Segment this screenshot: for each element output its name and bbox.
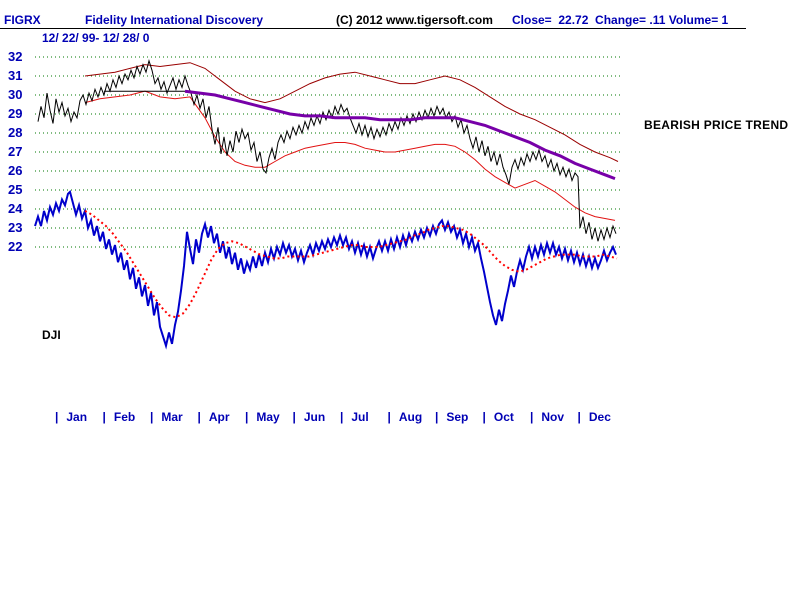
copyright-text: (C) 2012 www.tigersoft.com	[336, 13, 493, 27]
month-tick: |	[55, 410, 59, 424]
series-lower-band	[84, 90, 616, 221]
series-dji	[34, 190, 617, 350]
month-label: Mar	[161, 410, 183, 424]
month-tick: |	[245, 410, 249, 424]
month-tick: |	[530, 410, 534, 424]
y-axis-tick: 24	[8, 201, 23, 216]
series-figrx-price	[37, 59, 617, 242]
month-tick: |	[340, 410, 344, 424]
month-item: | Jul	[340, 410, 369, 424]
month-tick: |	[102, 410, 106, 424]
y-axis-tick: 27	[8, 144, 23, 159]
month-tick: |	[482, 410, 486, 424]
month-tick: |	[577, 410, 581, 424]
month-tick: |	[387, 410, 391, 424]
month-tick: |	[150, 410, 154, 424]
x-axis-months: | Jan | Feb | Mar | Apr | May | Jun | Jul | Aug | Sep | Oct…	[0, 410, 800, 426]
month-item: | Feb	[103, 410, 136, 424]
y-axis-tick: 31	[8, 68, 23, 83]
dji-label: DJI	[42, 328, 61, 342]
month-label: Sep	[446, 410, 469, 424]
y-axis: 32 31 30 29 28 27 26 25 24 23 22	[0, 0, 34, 430]
y-axis-tick: 30	[8, 87, 23, 102]
month-item: | Jan	[55, 410, 87, 424]
month-label: Aug	[398, 410, 423, 424]
ticker-symbol: FIGRX	[4, 13, 41, 27]
quote-summary: Close= 22.72 Change= .11 Volume= 1	[512, 13, 729, 27]
y-axis-tick: 32	[8, 49, 23, 64]
month-item: | Apr	[198, 410, 230, 424]
month-item: | Dec	[578, 410, 611, 424]
series-upper-band	[84, 62, 619, 162]
month-label: Feb	[113, 410, 136, 424]
month-label: Dec	[588, 410, 611, 424]
month-label: Apr	[208, 410, 230, 424]
month-item: | Aug	[388, 410, 423, 424]
month-item: | Oct	[483, 410, 514, 424]
y-axis-tick: 29	[8, 106, 23, 121]
y-axis-tick: 26	[8, 163, 23, 178]
month-tick: |	[197, 410, 201, 424]
fund-name: Fidelity International Discovery	[85, 13, 264, 27]
month-item: | Nov	[530, 410, 564, 424]
month-label: May	[256, 410, 280, 424]
month-label: Jul	[351, 410, 369, 424]
month-item: | Jun	[293, 410, 326, 424]
header-divider	[0, 28, 746, 29]
date-range: 12/ 22/ 99- 12/ 28/ 0	[42, 31, 150, 45]
month-tick: |	[292, 410, 296, 424]
y-axis-tick: 25	[8, 182, 23, 197]
month-item: | May	[245, 410, 280, 424]
month-item: | Sep	[435, 410, 468, 424]
month-item: | Mar	[150, 410, 183, 424]
month-label: Oct	[493, 410, 514, 424]
series-ma-65day	[184, 89, 616, 181]
y-axis-tick: 28	[8, 125, 23, 140]
series-dji-ma	[84, 210, 618, 319]
y-axis-tick: 22	[8, 239, 23, 254]
month-label: Jan	[66, 410, 88, 424]
month-tick: |	[435, 410, 439, 424]
month-label: Nov	[541, 410, 565, 424]
trend-annotation: BEARISH PRICE TREND	[644, 118, 789, 132]
y-axis-tick: 23	[8, 220, 23, 235]
month-label: Jun	[303, 410, 326, 424]
